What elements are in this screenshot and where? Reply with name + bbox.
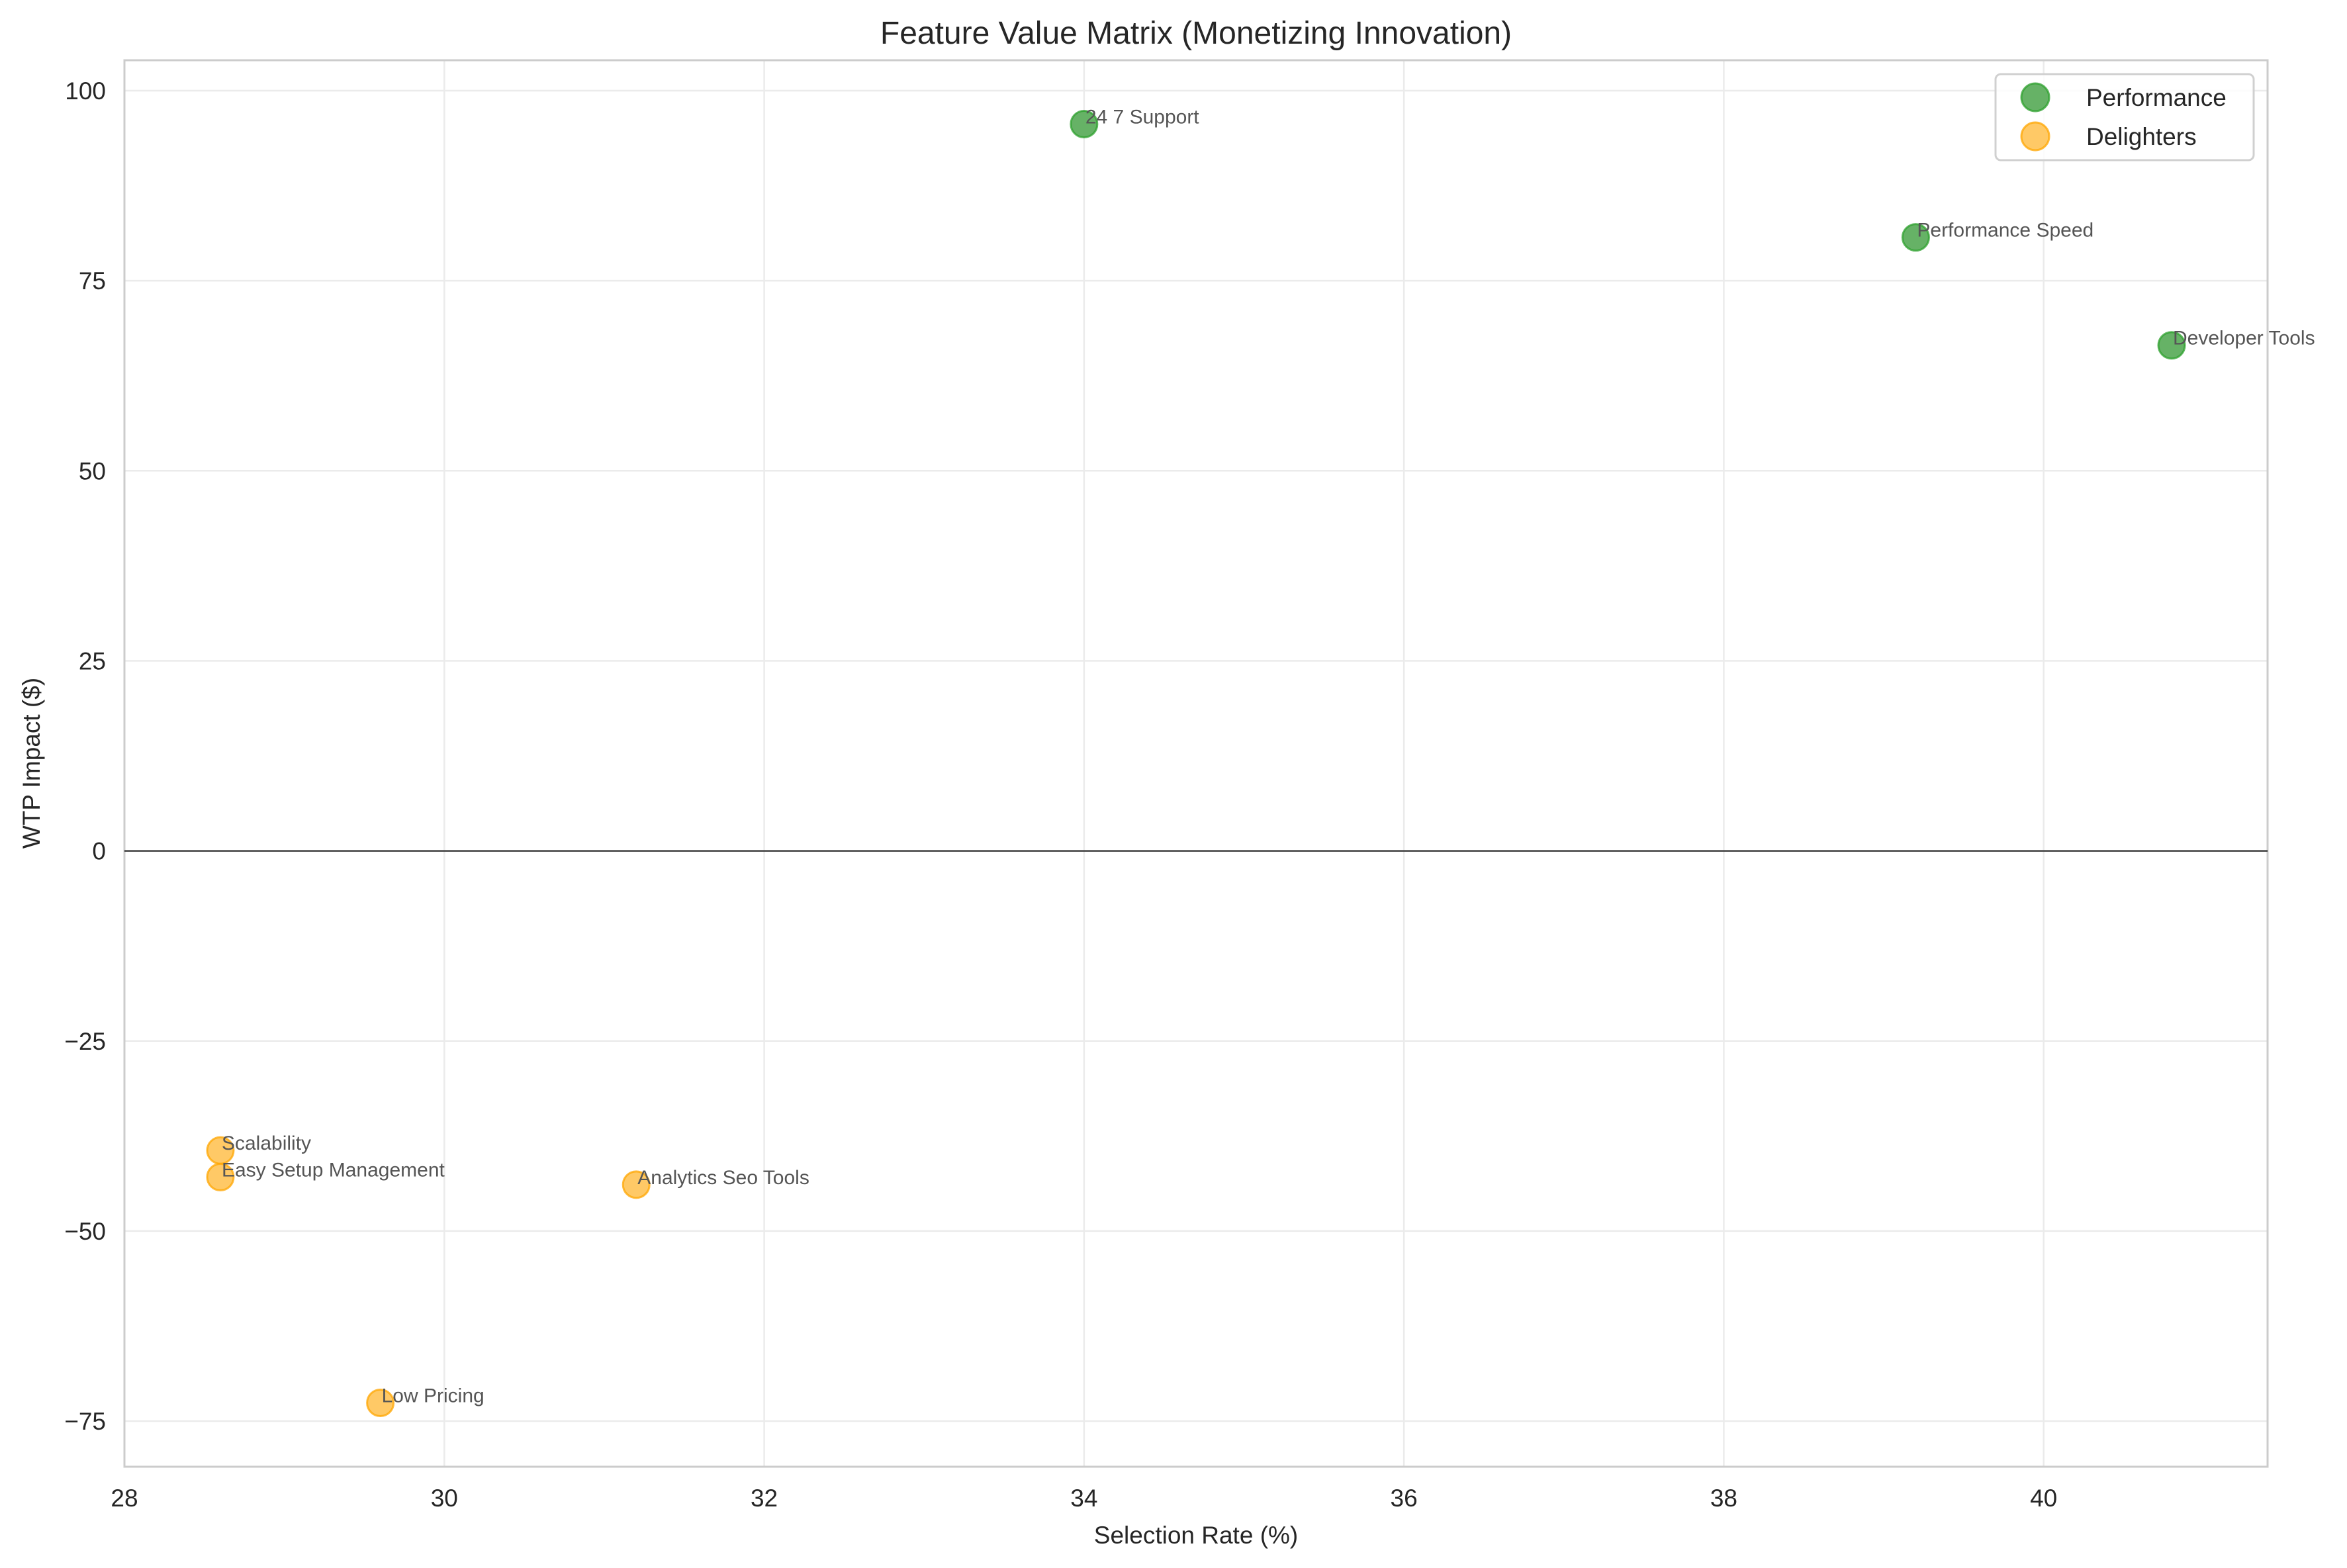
data-point-marker — [1901, 223, 1930, 252]
data-point-marker — [366, 1389, 395, 1418]
y-tick-label: 100 — [65, 77, 106, 105]
x-axis-label: Selection Rate (%) — [1094, 1522, 1298, 1549]
data-point-label: Analytics Seo Tools — [637, 1167, 809, 1189]
x-tick-label: 40 — [2030, 1485, 2057, 1512]
legend-label-delighters: Delighters — [2086, 123, 2197, 150]
y-tick-label: −50 — [64, 1218, 106, 1245]
data-point-marker — [621, 1170, 651, 1199]
grid-lines — [123, 60, 2268, 1467]
legend-label-performance: Performance — [2086, 84, 2227, 111]
legend-marker-delighters — [2020, 121, 2050, 152]
y-axis-ticks: −75 −50 −25 0 25 50 75 100 — [64, 77, 106, 1435]
x-tick-label: 32 — [751, 1485, 778, 1512]
x-axis-ticks: 28 30 32 34 36 38 40 — [111, 1485, 2057, 1512]
data-point-label: 24 7 Support — [1085, 106, 1199, 128]
data-point-label: Easy Setup Management — [222, 1159, 445, 1181]
data-point-label: Performance Speed — [1917, 220, 2094, 242]
data-points: 24 7 Support Performance Speed Developer T… — [206, 106, 2315, 1418]
y-tick-label: −25 — [64, 1028, 106, 1055]
y-axis-label: WTP Impact ($) — [18, 678, 45, 849]
legend-marker-performance — [2020, 82, 2050, 113]
y-tick-label: 75 — [79, 267, 106, 295]
data-point-label: Scalability — [222, 1132, 311, 1154]
y-tick-label: −75 — [64, 1408, 106, 1435]
legend-box — [1994, 73, 2255, 161]
x-tick-label: 28 — [111, 1485, 138, 1512]
data-point-marker — [206, 1162, 235, 1191]
chart-title: Feature Value Matrix (Monetizing Innovat… — [880, 16, 1512, 51]
x-tick-label: 30 — [431, 1485, 458, 1512]
y-tick-label: 50 — [79, 457, 106, 484]
x-tick-label: 36 — [1391, 1485, 1418, 1512]
plot-area-frame — [123, 59, 2269, 1468]
x-tick-label: 38 — [1710, 1485, 1737, 1512]
data-point-label: Low Pricing — [382, 1385, 484, 1407]
data-point-marker — [1070, 109, 1099, 138]
data-point-marker — [2157, 331, 2186, 360]
y-tick-label: 0 — [92, 838, 106, 865]
y-tick-label: 25 — [79, 647, 106, 674]
legend: Performance Delighters — [1994, 73, 2255, 161]
data-point-label: Developer Tools — [2173, 328, 2315, 349]
x-tick-label: 34 — [1070, 1485, 1097, 1512]
